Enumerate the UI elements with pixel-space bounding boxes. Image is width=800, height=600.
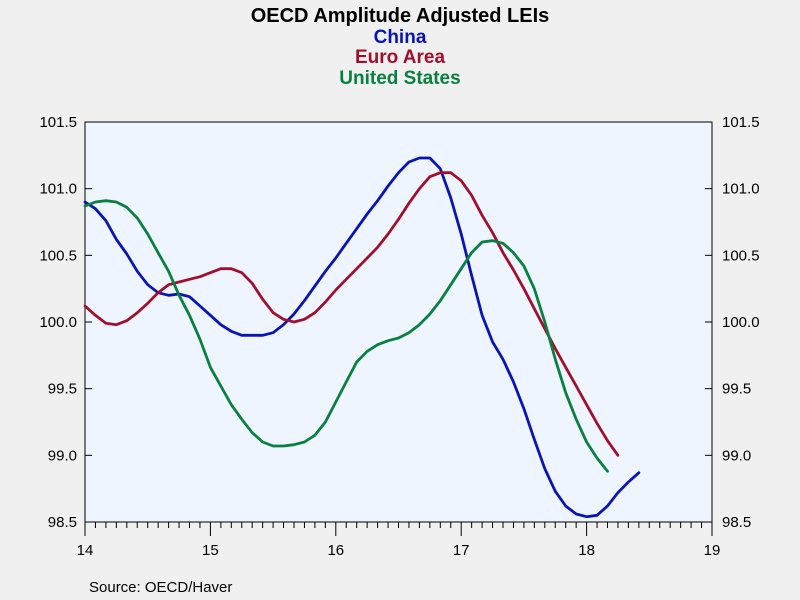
- chart-title: OECD Amplitude Adjusted LEIs: [251, 5, 550, 27]
- x-tick-label: 19: [704, 542, 721, 559]
- y-tick-label-right: 98.5: [722, 514, 751, 531]
- x-tick-label: 14: [77, 542, 94, 559]
- y-tick-label-left: 99.5: [48, 381, 77, 398]
- x-tick-label: 17: [453, 542, 470, 559]
- y-tick-label-left: 101.0: [39, 181, 77, 198]
- y-tick-label-right: 101.0: [722, 181, 760, 198]
- legend-euro-area: Euro Area: [355, 47, 446, 68]
- y-tick-label-left: 101.5: [39, 114, 77, 131]
- y-tick-label-right: 100.5: [722, 247, 760, 264]
- y-tick-label-right: 100.0: [722, 314, 760, 331]
- y-tick-label-right: 101.5: [722, 114, 760, 131]
- y-tick-label-left: 100.0: [39, 314, 77, 331]
- x-tick-label: 18: [578, 542, 595, 559]
- legend-united-states: United States: [339, 68, 460, 89]
- plot-area: [84, 121, 713, 523]
- y-tick-label-left: 99.0: [48, 447, 77, 464]
- y-tick-label-left: 100.5: [39, 247, 77, 264]
- source-note: Source: OECD/Haver: [89, 579, 232, 596]
- y-tick-label-right: 99.5: [722, 381, 751, 398]
- y-tick-label-left: 98.5: [48, 514, 77, 531]
- legend-china: China: [374, 27, 427, 48]
- series-lines: [83, 156, 641, 519]
- axis-ticks: 98.5 98.5 99.0 99.0 99.5 99.5 100.0 100.0 100.5 1…: [39, 114, 759, 559]
- x-tick-label: 16: [327, 542, 344, 559]
- x-tick-label: 15: [202, 542, 219, 559]
- y-tick-label-right: 99.0: [722, 447, 751, 464]
- series-line-united-states: [83, 199, 609, 473]
